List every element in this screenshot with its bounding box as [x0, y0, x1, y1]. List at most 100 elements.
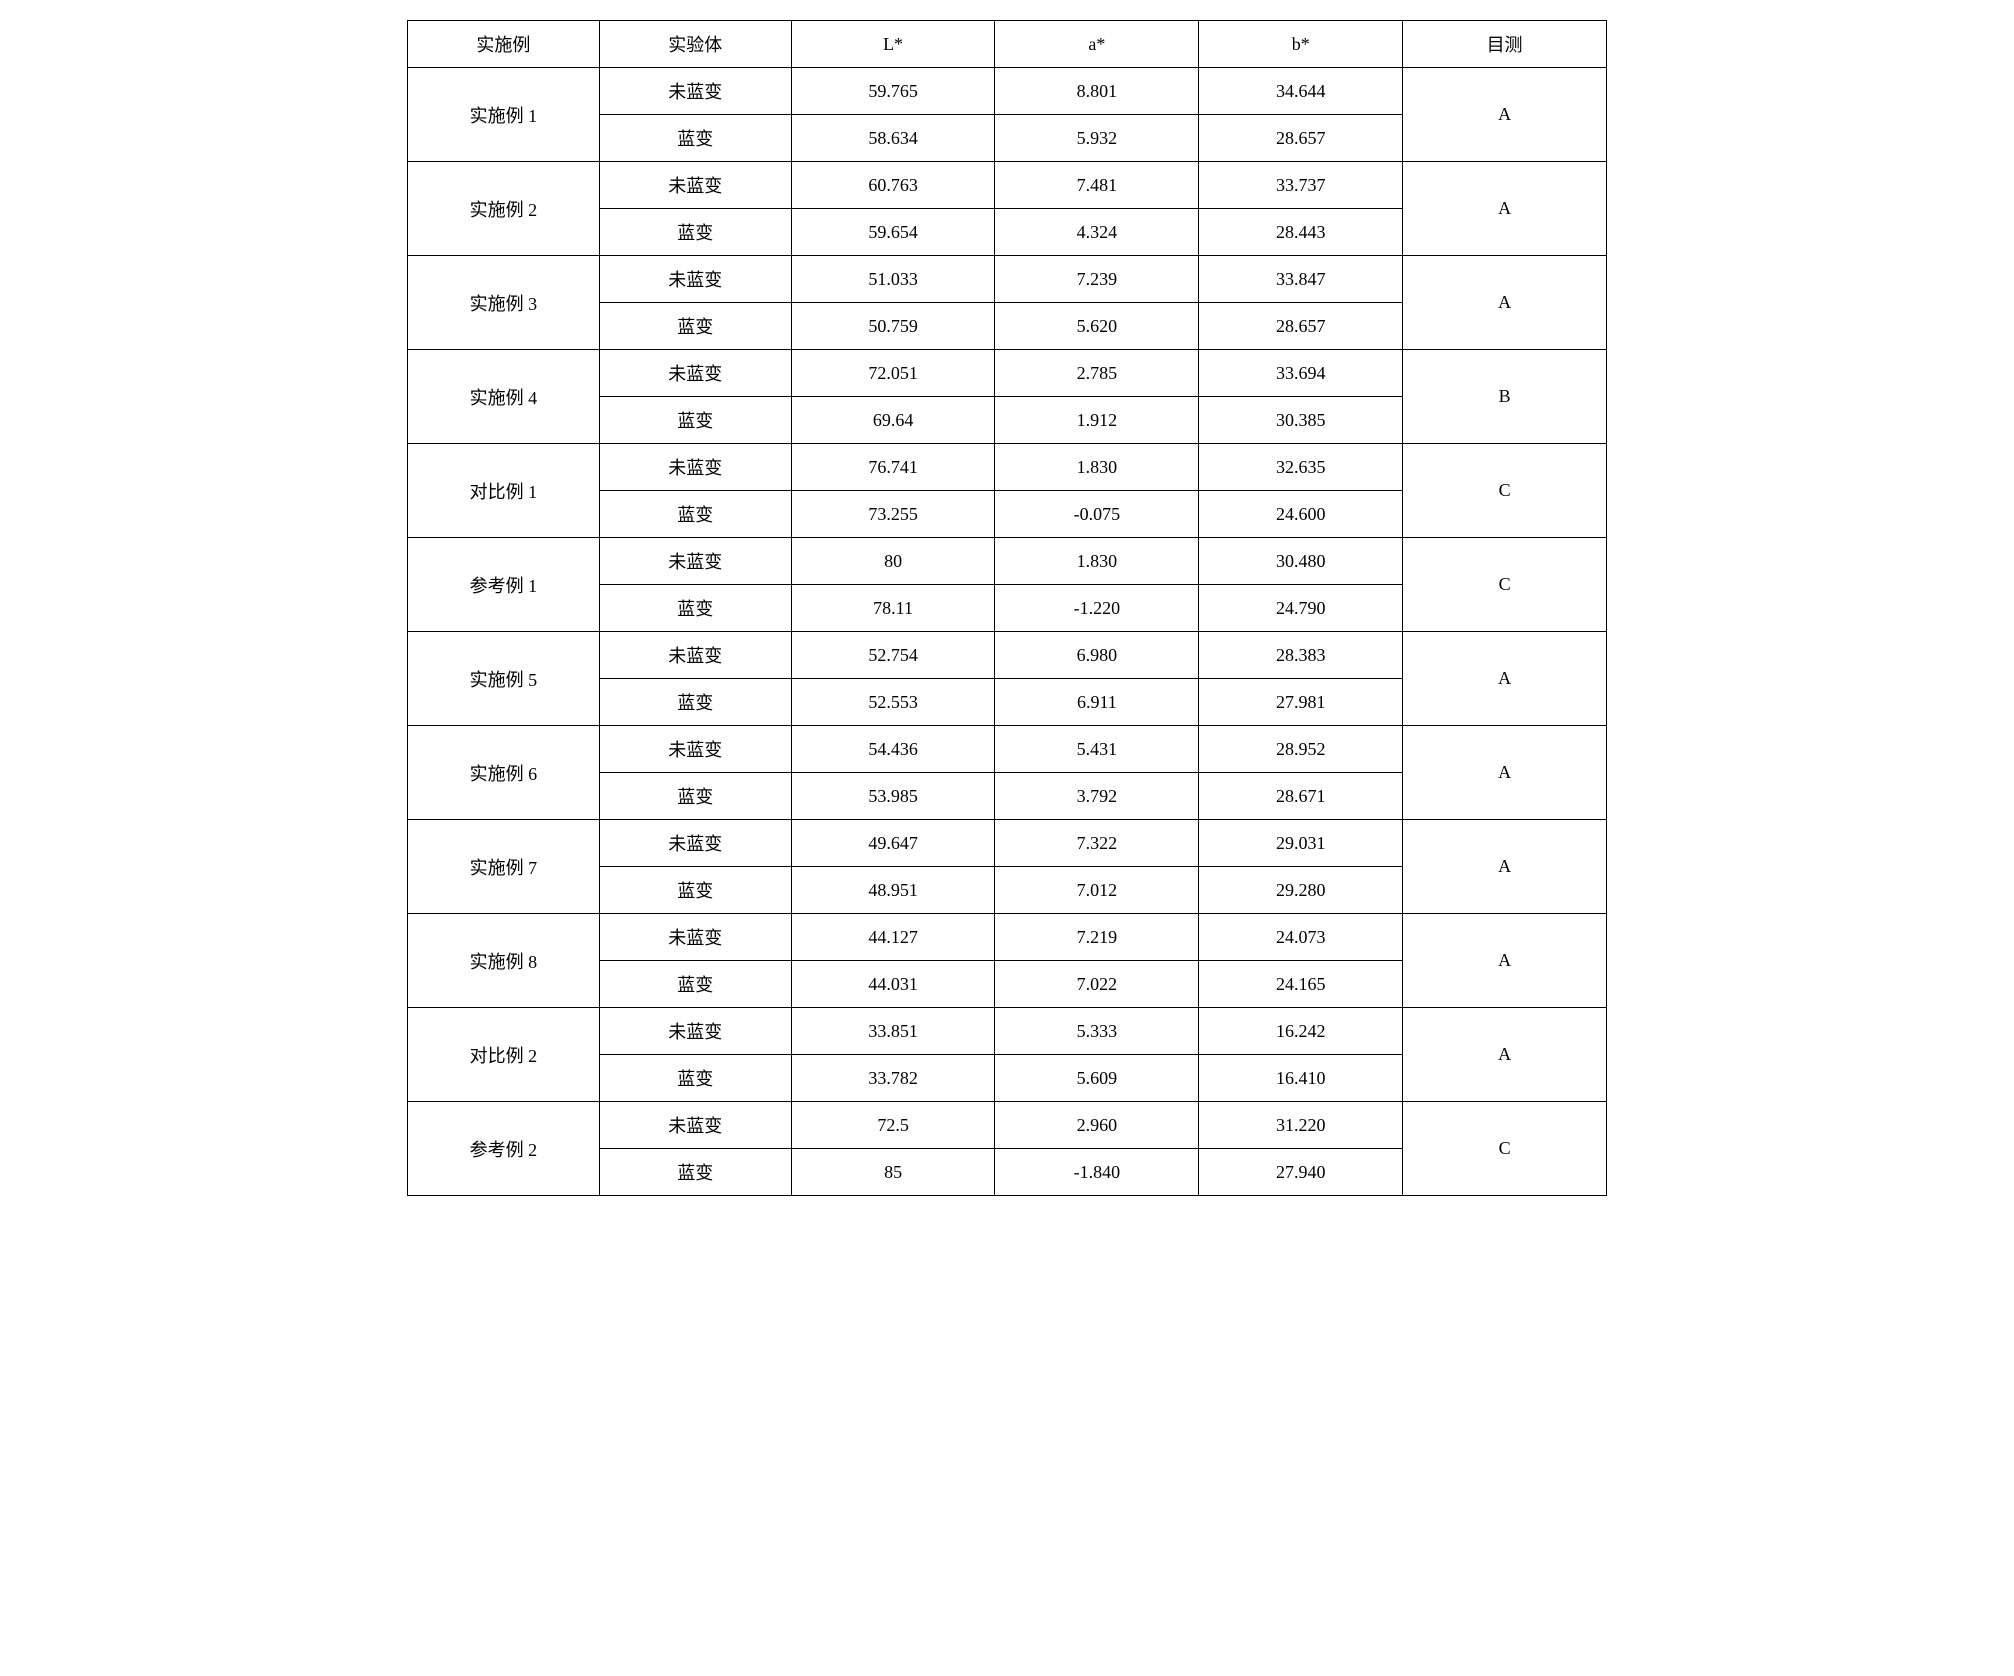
cell-body-label: 未蓝变	[599, 914, 791, 961]
table-row: 对比例 1未蓝变76.7411.83032.635C	[408, 444, 1607, 491]
cell-l: 53.985	[791, 773, 995, 820]
cell-a: 2.785	[995, 350, 1199, 397]
cell-body-label: 蓝变	[599, 585, 791, 632]
cell-a: 5.609	[995, 1055, 1199, 1102]
cell-b: 28.952	[1199, 726, 1403, 773]
cell-a: 1.830	[995, 538, 1199, 585]
cell-a: 3.792	[995, 773, 1199, 820]
cell-body-label: 蓝变	[599, 867, 791, 914]
header-body: 实验体	[599, 21, 791, 68]
cell-b: 24.073	[1199, 914, 1403, 961]
cell-l: 73.255	[791, 491, 995, 538]
cell-a: 5.620	[995, 303, 1199, 350]
cell-body-label: 蓝变	[599, 773, 791, 820]
cell-b: 33.847	[1199, 256, 1403, 303]
cell-a: 1.912	[995, 397, 1199, 444]
cell-visual: C	[1403, 1102, 1607, 1196]
cell-b: 16.242	[1199, 1008, 1403, 1055]
cell-b: 30.385	[1199, 397, 1403, 444]
cell-b: 27.940	[1199, 1149, 1403, 1196]
cell-example-name: 实施例 4	[408, 350, 600, 444]
cell-visual: A	[1403, 726, 1607, 820]
cell-l: 52.553	[791, 679, 995, 726]
cell-example-name: 实施例 6	[408, 726, 600, 820]
cell-body-label: 蓝变	[599, 1055, 791, 1102]
cell-example-name: 参考例 1	[408, 538, 600, 632]
cell-l: 59.654	[791, 209, 995, 256]
cell-b: 28.443	[1199, 209, 1403, 256]
cell-a: 6.911	[995, 679, 1199, 726]
cell-l: 72.051	[791, 350, 995, 397]
table-row: 实施例 8未蓝变44.1277.21924.073A	[408, 914, 1607, 961]
cell-a: 4.324	[995, 209, 1199, 256]
cell-b: 34.644	[1199, 68, 1403, 115]
cell-body-label: 蓝变	[599, 303, 791, 350]
table-header: 实施例 实验体 L* a* b* 目测	[408, 21, 1607, 68]
table-row: 实施例 6未蓝变54.4365.43128.952A	[408, 726, 1607, 773]
cell-l: 33.851	[791, 1008, 995, 1055]
cell-b: 32.635	[1199, 444, 1403, 491]
cell-visual: C	[1403, 444, 1607, 538]
cell-body-label: 蓝变	[599, 397, 791, 444]
cell-visual: A	[1403, 914, 1607, 1008]
cell-example-name: 实施例 8	[408, 914, 600, 1008]
cell-b: 28.671	[1199, 773, 1403, 820]
header-b: b*	[1199, 21, 1403, 68]
cell-l: 78.11	[791, 585, 995, 632]
cell-l: 80	[791, 538, 995, 585]
cell-l: 51.033	[791, 256, 995, 303]
cell-example-name: 实施例 3	[408, 256, 600, 350]
cell-body-label: 蓝变	[599, 961, 791, 1008]
cell-a: -1.220	[995, 585, 1199, 632]
cell-b: 31.220	[1199, 1102, 1403, 1149]
table-body: 实施例 1未蓝变59.7658.80134.644A蓝变58.6345.9322…	[408, 68, 1607, 1196]
cell-a: 1.830	[995, 444, 1199, 491]
cell-l: 60.763	[791, 162, 995, 209]
cell-visual: A	[1403, 1008, 1607, 1102]
cell-body-label: 蓝变	[599, 209, 791, 256]
cell-b: 16.410	[1199, 1055, 1403, 1102]
table-row: 参考例 2未蓝变72.52.96031.220C	[408, 1102, 1607, 1149]
cell-body-label: 未蓝变	[599, 538, 791, 585]
cell-l: 49.647	[791, 820, 995, 867]
cell-body-label: 未蓝变	[599, 726, 791, 773]
cell-a: 7.481	[995, 162, 1199, 209]
cell-a: 7.239	[995, 256, 1199, 303]
cell-a: 7.322	[995, 820, 1199, 867]
cell-l: 44.031	[791, 961, 995, 1008]
cell-l: 50.759	[791, 303, 995, 350]
cell-a: 7.022	[995, 961, 1199, 1008]
cell-body-label: 未蓝变	[599, 1102, 791, 1149]
cell-body-label: 蓝变	[599, 679, 791, 726]
cell-a: 5.932	[995, 115, 1199, 162]
header-visual: 目测	[1403, 21, 1607, 68]
cell-example-name: 对比例 1	[408, 444, 600, 538]
cell-visual: C	[1403, 538, 1607, 632]
cell-example-name: 对比例 2	[408, 1008, 600, 1102]
table-row: 实施例 3未蓝变51.0337.23933.847A	[408, 256, 1607, 303]
cell-l: 59.765	[791, 68, 995, 115]
cell-l: 72.5	[791, 1102, 995, 1149]
table-row: 参考例 1未蓝变801.83030.480C	[408, 538, 1607, 585]
cell-body-label: 未蓝变	[599, 162, 791, 209]
cell-l: 54.436	[791, 726, 995, 773]
cell-b: 29.031	[1199, 820, 1403, 867]
cell-visual: A	[1403, 68, 1607, 162]
cell-example-name: 参考例 2	[408, 1102, 600, 1196]
cell-body-label: 未蓝变	[599, 350, 791, 397]
cell-example-name: 实施例 5	[408, 632, 600, 726]
cell-l: 85	[791, 1149, 995, 1196]
cell-b: 28.657	[1199, 115, 1403, 162]
cell-b: 24.165	[1199, 961, 1403, 1008]
data-table: 实施例 实验体 L* a* b* 目测 实施例 1未蓝变59.7658.8013…	[407, 20, 1607, 1196]
header-l: L*	[791, 21, 995, 68]
cell-example-name: 实施例 1	[408, 68, 600, 162]
cell-b: 33.694	[1199, 350, 1403, 397]
table-row: 实施例 4未蓝变72.0512.78533.694B	[408, 350, 1607, 397]
cell-visual: A	[1403, 256, 1607, 350]
table-row: 实施例 7未蓝变49.6477.32229.031A	[408, 820, 1607, 867]
cell-b: 28.657	[1199, 303, 1403, 350]
cell-b: 24.790	[1199, 585, 1403, 632]
cell-l: 44.127	[791, 914, 995, 961]
cell-a: 5.431	[995, 726, 1199, 773]
